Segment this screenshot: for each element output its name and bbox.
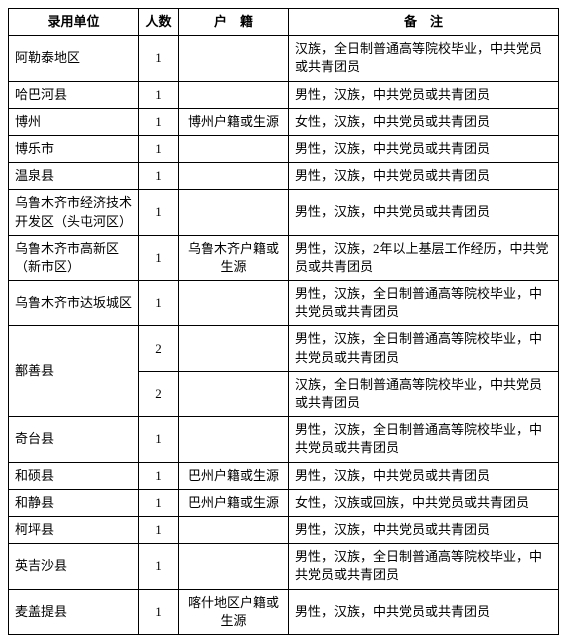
cell-unit: 奇台县 — [9, 417, 139, 462]
table-row: 柯坪县1 男性，汉族，中共党员或共青团员 — [9, 516, 559, 543]
table-header-row: 录用单位 人数 户 籍 备 注 — [9, 9, 559, 36]
cell-huji — [179, 190, 289, 235]
header-count: 人数 — [139, 9, 179, 36]
cell-count: 1 — [139, 36, 179, 81]
cell-count: 1 — [139, 544, 179, 589]
cell-huji: 博州户籍或生源 — [179, 108, 289, 135]
cell-unit: 乌鲁木齐市经济技术开发区（头屯河区） — [9, 190, 139, 235]
cell-unit: 博乐市 — [9, 135, 139, 162]
table-row: 英吉沙县1 男性，汉族，全日制普通高等院校毕业，中共党员或共青团员 — [9, 544, 559, 589]
cell-unit: 阿勒泰地区 — [9, 36, 139, 81]
cell-unit: 英吉沙县 — [9, 544, 139, 589]
cell-huji — [179, 135, 289, 162]
cell-unit: 乌鲁木齐市高新区（新市区） — [9, 235, 139, 280]
cell-unit: 博州 — [9, 108, 139, 135]
cell-huji: 巴州户籍或生源 — [179, 489, 289, 516]
table-row: 乌鲁木齐市达坂城区1 男性，汉族，全日制普通高等院校毕业，中共党员或共青团员 — [9, 281, 559, 326]
table-row: 温泉县1 男性，汉族，中共党员或共青团员 — [9, 163, 559, 190]
table-row: 麦盖提县1喀什地区户籍或生源男性，汉族，中共党员或共青团员 — [9, 589, 559, 634]
cell-count: 1 — [139, 417, 179, 462]
cell-note: 男性，汉族，中共党员或共青团员 — [289, 516, 559, 543]
cell-unit: 和静县 — [9, 489, 139, 516]
table-row: 鄯善县2男性，汉族，全日制普通高等院校毕业，中共党员或共青团员 — [9, 326, 559, 371]
cell-count: 1 — [139, 489, 179, 516]
header-unit: 录用单位 — [9, 9, 139, 36]
cell-note: 汉族，全日制普通高等院校毕业，中共党员或共青团员 — [289, 36, 559, 81]
cell-huji — [179, 281, 289, 326]
cell-huji — [179, 81, 289, 108]
cell-count: 1 — [139, 135, 179, 162]
cell-unit: 哈巴河县 — [9, 81, 139, 108]
cell-huji — [179, 544, 289, 589]
header-huji: 户 籍 — [179, 9, 289, 36]
cell-unit: 柯坪县 — [9, 516, 139, 543]
cell-count: 1 — [139, 516, 179, 543]
cell-unit: 温泉县 — [9, 163, 139, 190]
table-row: 乌鲁木齐市高新区（新市区）1乌鲁木齐户籍或生源男性，汉族，2年以上基层工作经历，… — [9, 235, 559, 280]
cell-note: 男性，汉族，中共党员或共青团员 — [289, 163, 559, 190]
table-body: 阿勒泰地区1汉族，全日制普通高等院校毕业，中共党员或共青团员哈巴河县1男性，汉族… — [9, 36, 559, 635]
cell-count: 1 — [139, 163, 179, 190]
cell-note: 女性，汉族或回族，中共党员或共青团员 — [289, 489, 559, 516]
cell-note: 男性，汉族，全日制普通高等院校毕业，中共党员或共青团员 — [289, 417, 559, 462]
header-note: 备 注 — [289, 9, 559, 36]
table-row: 博乐市1 男性，汉族，中共党员或共青团员 — [9, 135, 559, 162]
table-row: 和静县1巴州户籍或生源女性，汉族或回族，中共党员或共青团员 — [9, 489, 559, 516]
cell-note: 男性，汉族，中共党员或共青团员 — [289, 589, 559, 634]
cell-huji — [179, 163, 289, 190]
cell-huji — [179, 417, 289, 462]
cell-huji: 巴州户籍或生源 — [179, 462, 289, 489]
cell-count: 1 — [139, 235, 179, 280]
cell-note: 男性，汉族，中共党员或共青团员 — [289, 190, 559, 235]
table-row: 博州1博州户籍或生源女性，汉族，中共党员或共青团员 — [9, 108, 559, 135]
table-row: 阿勒泰地区1 汉族，全日制普通高等院校毕业，中共党员或共青团员 — [9, 36, 559, 81]
cell-note: 女性，汉族，中共党员或共青团员 — [289, 108, 559, 135]
cell-note: 汉族，全日制普通高等院校毕业，中共党员或共青团员 — [289, 371, 559, 416]
cell-huji — [179, 516, 289, 543]
cell-note: 男性，汉族，中共党员或共青团员 — [289, 81, 559, 108]
cell-note: 男性，汉族，全日制普通高等院校毕业，中共党员或共青团员 — [289, 544, 559, 589]
cell-unit: 麦盖提县 — [9, 589, 139, 634]
cell-note: 男性，汉族，2年以上基层工作经历，中共党员或共青团员 — [289, 235, 559, 280]
cell-huji — [179, 371, 289, 416]
cell-note: 男性，汉族，中共党员或共青团员 — [289, 462, 559, 489]
cell-huji: 乌鲁木齐户籍或生源 — [179, 235, 289, 280]
cell-count: 1 — [139, 81, 179, 108]
cell-note: 男性，汉族，全日制普通高等院校毕业，中共党员或共青团员 — [289, 281, 559, 326]
cell-huji — [179, 36, 289, 81]
table-row: 哈巴河县1 男性，汉族，中共党员或共青团员 — [9, 81, 559, 108]
cell-count: 1 — [139, 281, 179, 326]
cell-unit: 乌鲁木齐市达坂城区 — [9, 281, 139, 326]
cell-count: 2 — [139, 371, 179, 416]
cell-unit: 和硕县 — [9, 462, 139, 489]
cell-unit: 鄯善县 — [9, 326, 139, 417]
cell-count: 1 — [139, 589, 179, 634]
cell-note: 男性，汉族，中共党员或共青团员 — [289, 135, 559, 162]
table-row: 奇台县1 男性，汉族，全日制普通高等院校毕业，中共党员或共青团员 — [9, 417, 559, 462]
cell-count: 2 — [139, 326, 179, 371]
cell-note: 男性，汉族，全日制普通高等院校毕业，中共党员或共青团员 — [289, 326, 559, 371]
cell-count: 1 — [139, 190, 179, 235]
cell-count: 1 — [139, 462, 179, 489]
cell-huji — [179, 326, 289, 371]
table-row: 和硕县1巴州户籍或生源男性，汉族，中共党员或共青团员 — [9, 462, 559, 489]
cell-huji: 喀什地区户籍或生源 — [179, 589, 289, 634]
recruitment-table: 录用单位 人数 户 籍 备 注 阿勒泰地区1汉族，全日制普通高等院校毕业，中共党… — [8, 8, 559, 635]
table-row: 乌鲁木齐市经济技术开发区（头屯河区）1 男性，汉族，中共党员或共青团员 — [9, 190, 559, 235]
cell-count: 1 — [139, 108, 179, 135]
